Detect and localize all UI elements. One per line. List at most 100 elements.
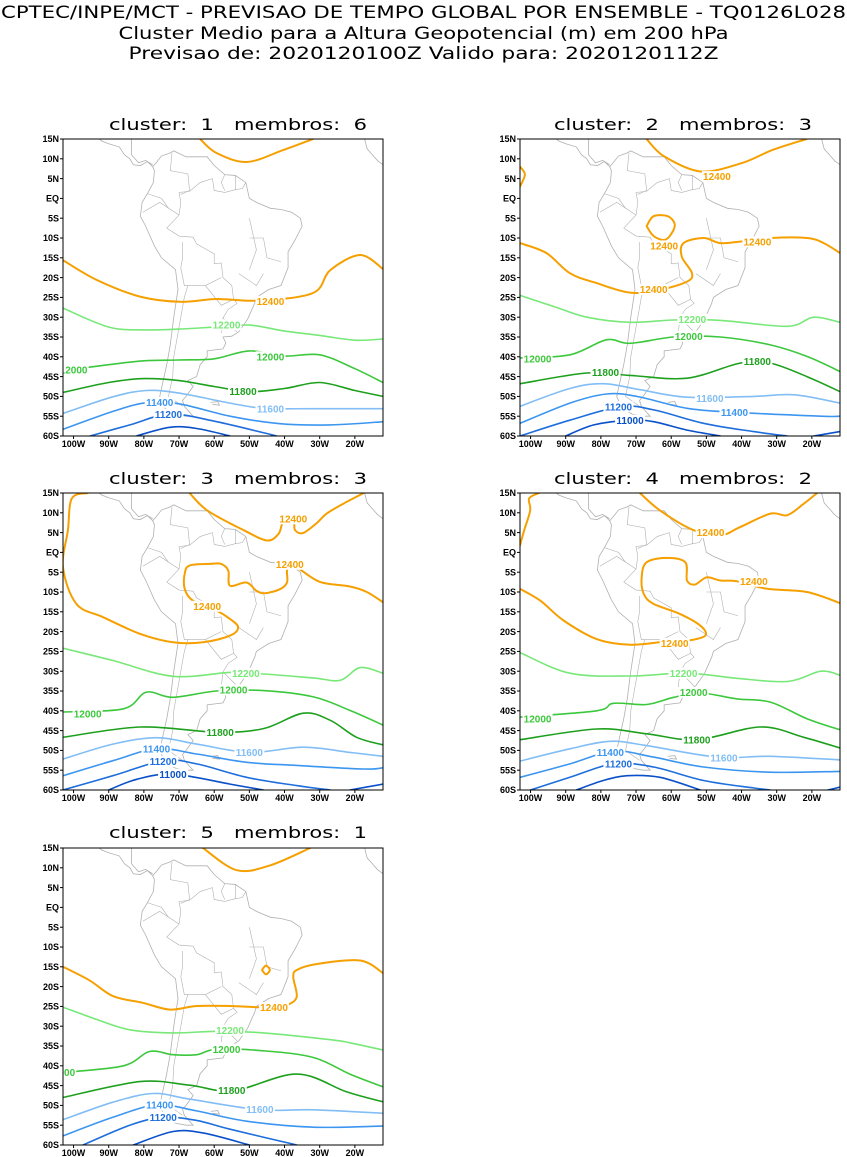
- contour-label-12400: 12400: [661, 639, 689, 650]
- x-tick-label: 20W: [803, 439, 822, 449]
- y-tick-label: 10N: [499, 154, 516, 164]
- y-tick-label: 5S: [505, 567, 516, 577]
- x-tick-label: 30W: [310, 793, 329, 803]
- contour-label-layer: 1240012400124001220012000120001180011600…: [522, 527, 769, 770]
- contour-line-11600: [63, 736, 383, 760]
- country-border: [142, 911, 180, 925]
- y-tick-label: 10N: [42, 154, 59, 164]
- panel-title: cluster: 1 membros: 6: [109, 115, 367, 134]
- contour-label-background: [63, 364, 89, 376]
- x-tick-label: 90W: [556, 439, 575, 449]
- y-tick-label: 40S: [500, 352, 516, 362]
- country-border: [623, 581, 695, 687]
- plot-frame: [62, 847, 384, 1146]
- contour-label-12400: 12400: [257, 297, 285, 308]
- y-tick-label: 20S: [500, 273, 516, 283]
- x-tick-label: 40W: [732, 793, 751, 803]
- contour-label-12200: 12200: [232, 669, 260, 680]
- y-tick-label: 50S: [43, 746, 59, 756]
- y-tick-label: 55S: [43, 765, 59, 775]
- contour-label-11400: 11400: [146, 1101, 174, 1112]
- y-tick-label: 45S: [43, 372, 59, 382]
- panel-title: cluster: 4 membros: 2: [554, 469, 812, 488]
- contour-label-11800: 11800: [683, 735, 711, 746]
- contour-label-12000: 12000: [524, 354, 552, 365]
- contour-label-12000: 12000: [675, 332, 703, 343]
- contour-label-12400: 12400: [650, 242, 678, 253]
- y-tick-label: 15N: [42, 488, 59, 498]
- contour-label-background: [148, 755, 179, 767]
- country-border: [205, 639, 234, 660]
- country-border: [249, 927, 257, 979]
- country-border: [626, 506, 647, 549]
- country-border: [180, 241, 222, 286]
- x-tick-label: 20W: [346, 1148, 365, 1157]
- plot-background: [63, 493, 383, 790]
- contour-label-background: [649, 240, 680, 252]
- y-tick-label: 60S: [43, 431, 59, 441]
- contour-label-12400: 12400: [276, 560, 304, 571]
- contour-label-12200: 12200: [213, 320, 241, 331]
- y-tick-label: 5S: [48, 213, 59, 223]
- country-border: [238, 982, 264, 995]
- x-tick-label: 30W: [767, 439, 786, 449]
- contour-line-12400: [261, 964, 271, 976]
- y-tick-label: 55S: [500, 411, 516, 421]
- x-tick-label: 100W: [62, 1148, 86, 1157]
- contour-label-background: [659, 637, 690, 649]
- coastline: [667, 755, 678, 760]
- y-tick-label: 35S: [500, 332, 516, 342]
- country-border: [249, 237, 282, 263]
- contour-label-background: [701, 171, 732, 183]
- contour-line-11000: [135, 425, 231, 436]
- country-border: [677, 528, 683, 545]
- contour-line-12400: [520, 165, 526, 188]
- coastline: [555, 139, 610, 168]
- y-tick-label: 60S: [43, 1140, 59, 1150]
- y-tick-label: 15S: [500, 607, 516, 617]
- contour-label-layer: 1240012400124001220012000120001180011600…: [72, 513, 309, 781]
- y-tick-label: 5S: [48, 922, 59, 932]
- y-tick-label: 30S: [43, 312, 59, 322]
- y-tick-label: 55S: [500, 765, 516, 775]
- y-tick-label: 50S: [43, 1101, 59, 1111]
- country-border: [706, 591, 739, 617]
- coastline: [821, 493, 840, 520]
- contour-line-11600: [63, 389, 383, 415]
- contour-line-12400: [638, 493, 819, 537]
- country-border: [166, 227, 238, 333]
- country-border: [599, 556, 637, 570]
- y-tick-label: 20S: [43, 273, 59, 283]
- contour-label-background: [678, 687, 709, 699]
- contour-label-11200: 11200: [605, 759, 633, 770]
- y-tick-label: 50S: [500, 746, 516, 756]
- y-tick-label: 20S: [500, 627, 516, 637]
- coastline: [364, 848, 383, 875]
- contour-line-11000: [132, 1129, 251, 1145]
- country-border: [166, 581, 238, 687]
- y-tick-label: 10N: [42, 508, 59, 518]
- x-tick-label: 70W: [627, 439, 646, 449]
- country-border: [695, 273, 721, 286]
- contour-label-12000: 12000: [60, 365, 88, 376]
- x-tick-label: 80W: [135, 793, 154, 803]
- contour-label-background: [719, 406, 750, 418]
- contour-label-12200: 12200: [670, 669, 698, 680]
- y-tick-label: 5N: [504, 528, 516, 538]
- y-tick-label: 10S: [500, 233, 516, 243]
- country-border: [706, 218, 714, 270]
- y-tick-label: 10S: [43, 233, 59, 243]
- x-tick-label: 70W: [170, 439, 189, 449]
- contour-line-11400: [63, 1104, 383, 1137]
- y-tick-label: 5N: [504, 174, 516, 184]
- y-tick-label: 35S: [500, 686, 516, 696]
- contour-label-11800: 11800: [744, 357, 772, 368]
- y-tick-label: 40S: [43, 706, 59, 716]
- y-tick-label: 10S: [500, 587, 516, 597]
- figure-title-line3: Previsao de: 2020120100Z Valido para: 20…: [129, 44, 719, 64]
- y-tick-label: EQ: [503, 548, 516, 558]
- contour-line-11800: [520, 360, 840, 393]
- contour-label-12400: 12400: [740, 577, 768, 588]
- contour-label-background: [590, 367, 621, 379]
- contour-label-background: [144, 1099, 175, 1111]
